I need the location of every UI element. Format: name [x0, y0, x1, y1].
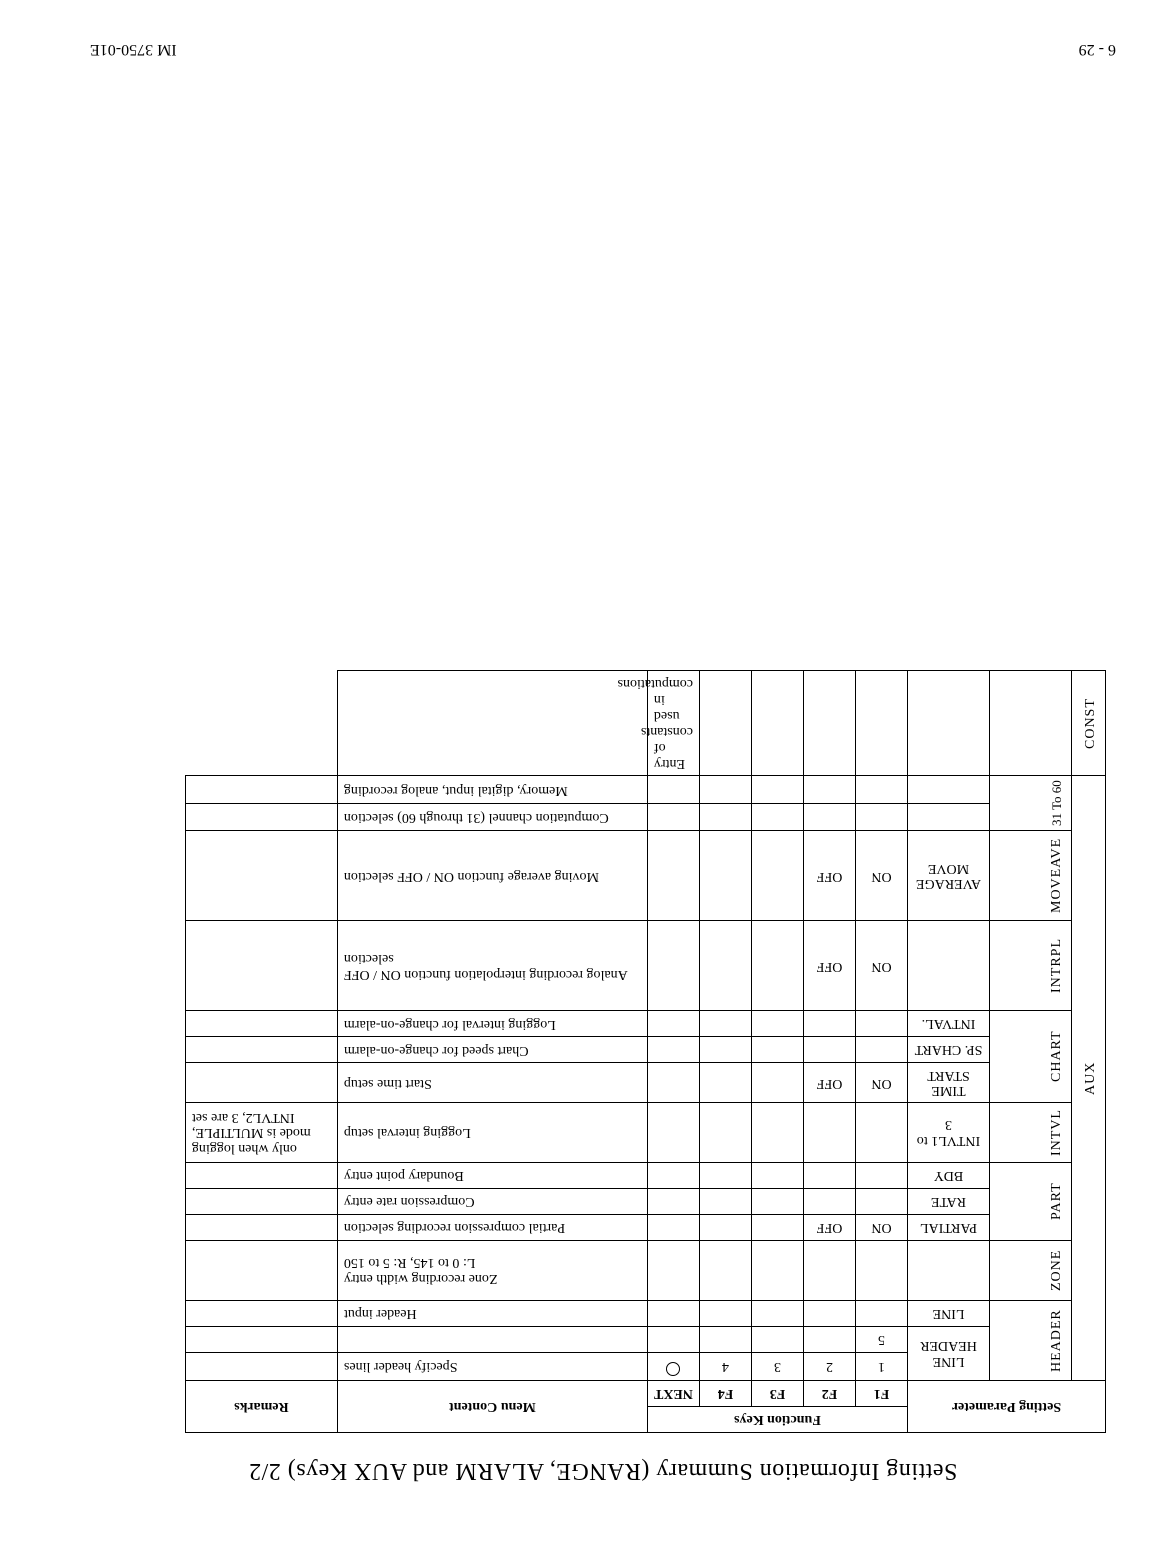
group-const: CONST: [1083, 698, 1099, 749]
menu-comp-ch: Computation channel (31 through 60) sele…: [337, 803, 647, 830]
table-row: 31 To 60 Computation channel (31 through…: [185, 803, 1105, 830]
hdr-next: NEXT: [647, 1381, 699, 1407]
hdr-f3: F3: [751, 1381, 803, 1407]
menu-specify-header-lines: Specify header lines: [337, 1353, 647, 1381]
remark-intvl: only when logging mode is MULTIPLE, INTV…: [185, 1103, 337, 1163]
menu-intval: Logging interval for change-on-alarm: [337, 1011, 647, 1037]
sub-avg-move: AVERAGE MOVE: [907, 831, 989, 921]
sub-intvl: INTVL1 to 3: [907, 1103, 989, 1163]
page-number: 6 - 29: [1079, 40, 1116, 58]
menu-starttime: Start time setup: [337, 1063, 647, 1103]
menu-const: Entry of constants used in computations: [647, 671, 699, 776]
menu-spchart: Chart speed for change-on-alarm: [337, 1037, 647, 1063]
group-header: HEADER: [1049, 1309, 1065, 1372]
table-row: INTRPL ON OFF Analog recording interpola…: [185, 921, 1105, 1011]
menu-zone: Zone recording width entry L: 0 to 145, …: [337, 1241, 647, 1301]
doc-id: IM 3750-01E: [90, 40, 177, 58]
hdr-remarks: Remarks: [185, 1381, 337, 1433]
table-row: LINE Header input: [185, 1301, 1105, 1327]
hdr-f4: F4: [699, 1381, 751, 1407]
cell-f1: ON: [855, 921, 907, 1011]
cell-f2: OFF: [803, 831, 855, 921]
cell-f1: 5: [855, 1327, 907, 1353]
cell-f3: 3: [751, 1353, 803, 1381]
menu-logging-interval: Logging interval setup: [337, 1103, 647, 1163]
table-row: INTVAL. Logging interval for change-on-a…: [185, 1011, 1105, 1037]
group-part: PART: [1049, 1183, 1065, 1221]
sub-intval: INTVAL.: [907, 1011, 989, 1037]
cell-f2: 2: [803, 1353, 855, 1381]
sub-timestart: TIME START: [907, 1063, 989, 1103]
table-row: CHART TIME START ON OFF Start time setup: [185, 1063, 1105, 1103]
menu-blank: [337, 1327, 647, 1353]
group-chart: CHART: [1049, 1031, 1065, 1083]
sub-spchart: SP. CHART: [907, 1037, 989, 1063]
table-row: RATE Compression rate entry: [185, 1189, 1105, 1215]
table-row: ZONE Zone recording width entry L: 0 to …: [185, 1241, 1105, 1301]
cell-f4: 4: [699, 1353, 751, 1381]
cell-next: [647, 1353, 699, 1381]
cell-f2: OFF: [803, 1215, 855, 1241]
aux-label: AUX: [1083, 1062, 1099, 1095]
hdr-setting-parameter: Setting Parameter: [907, 1381, 1105, 1433]
menu-mem-digital: Memory, digital input, analog recording: [337, 776, 647, 803]
table-row: SP. CHART Chart speed for change-on-alar…: [185, 1037, 1105, 1063]
cell-f1: 1: [855, 1353, 907, 1381]
sub-line: LINE: [907, 1301, 989, 1327]
table-row: INTVL INTVL1 to 3 Logging interval setup…: [185, 1103, 1105, 1163]
menu-partial: Partial compression recording selection: [337, 1215, 647, 1241]
menu-intrpl: Analog recording interpolation function …: [337, 921, 647, 1011]
hdr-f2: F2: [803, 1381, 855, 1407]
group-zone: ZONE: [1049, 1250, 1065, 1291]
menu-header-input: Header input: [337, 1301, 647, 1327]
sub-bdy: BDY: [907, 1163, 989, 1189]
cell-f2: OFF: [803, 921, 855, 1011]
group-31-60: 31 To 60: [1049, 780, 1065, 826]
table-row: CONST Entry of constants used in computa…: [185, 671, 1105, 776]
sub-line-header: LINE HEADER: [907, 1327, 989, 1381]
cell-remarks: [185, 1353, 337, 1381]
sub-rate: RATE: [907, 1189, 989, 1215]
table-row: MOVEAVE AVERAGE MOVE ON OFF Moving avera…: [185, 831, 1105, 921]
group-intrpl: INTRPL: [1049, 938, 1065, 993]
cell-f2: OFF: [803, 1063, 855, 1103]
menu-moveave: Moving average function ON / OFF selecti…: [337, 831, 647, 921]
group-intvl: INTVL: [1049, 1109, 1065, 1156]
table-row: BDY Boundary point entry: [185, 1163, 1105, 1189]
table-row: AUX HEADER LINE HEADER 1 2 3 4 Specify h…: [185, 1353, 1105, 1381]
hdr-function-keys: Function Keys: [647, 1407, 907, 1433]
cell-f1: ON: [855, 1215, 907, 1241]
hdr-menu-content: Menu Content: [337, 1381, 647, 1433]
settings-table: Setting Parameter Function Keys Menu Con…: [185, 670, 1106, 1433]
menu-bdy: Boundary point entry: [337, 1163, 647, 1189]
hdr-f1: F1: [855, 1381, 907, 1407]
menu-rate: Compression rate entry: [337, 1189, 647, 1215]
cell-f1: ON: [855, 831, 907, 921]
circle-icon: [666, 1362, 680, 1376]
table-row: Memory, digital input, analog recording: [185, 776, 1105, 803]
table-row: PART PARTIAL ON OFF Partial compression …: [185, 1215, 1105, 1241]
cell-f1: ON: [855, 1063, 907, 1103]
group-moveave: MOVEAVE: [1049, 838, 1065, 913]
sub-partial: PARTIAL: [907, 1215, 989, 1241]
page-title: Setting Information Summary (RANGE, ALAR…: [90, 1457, 1116, 1484]
